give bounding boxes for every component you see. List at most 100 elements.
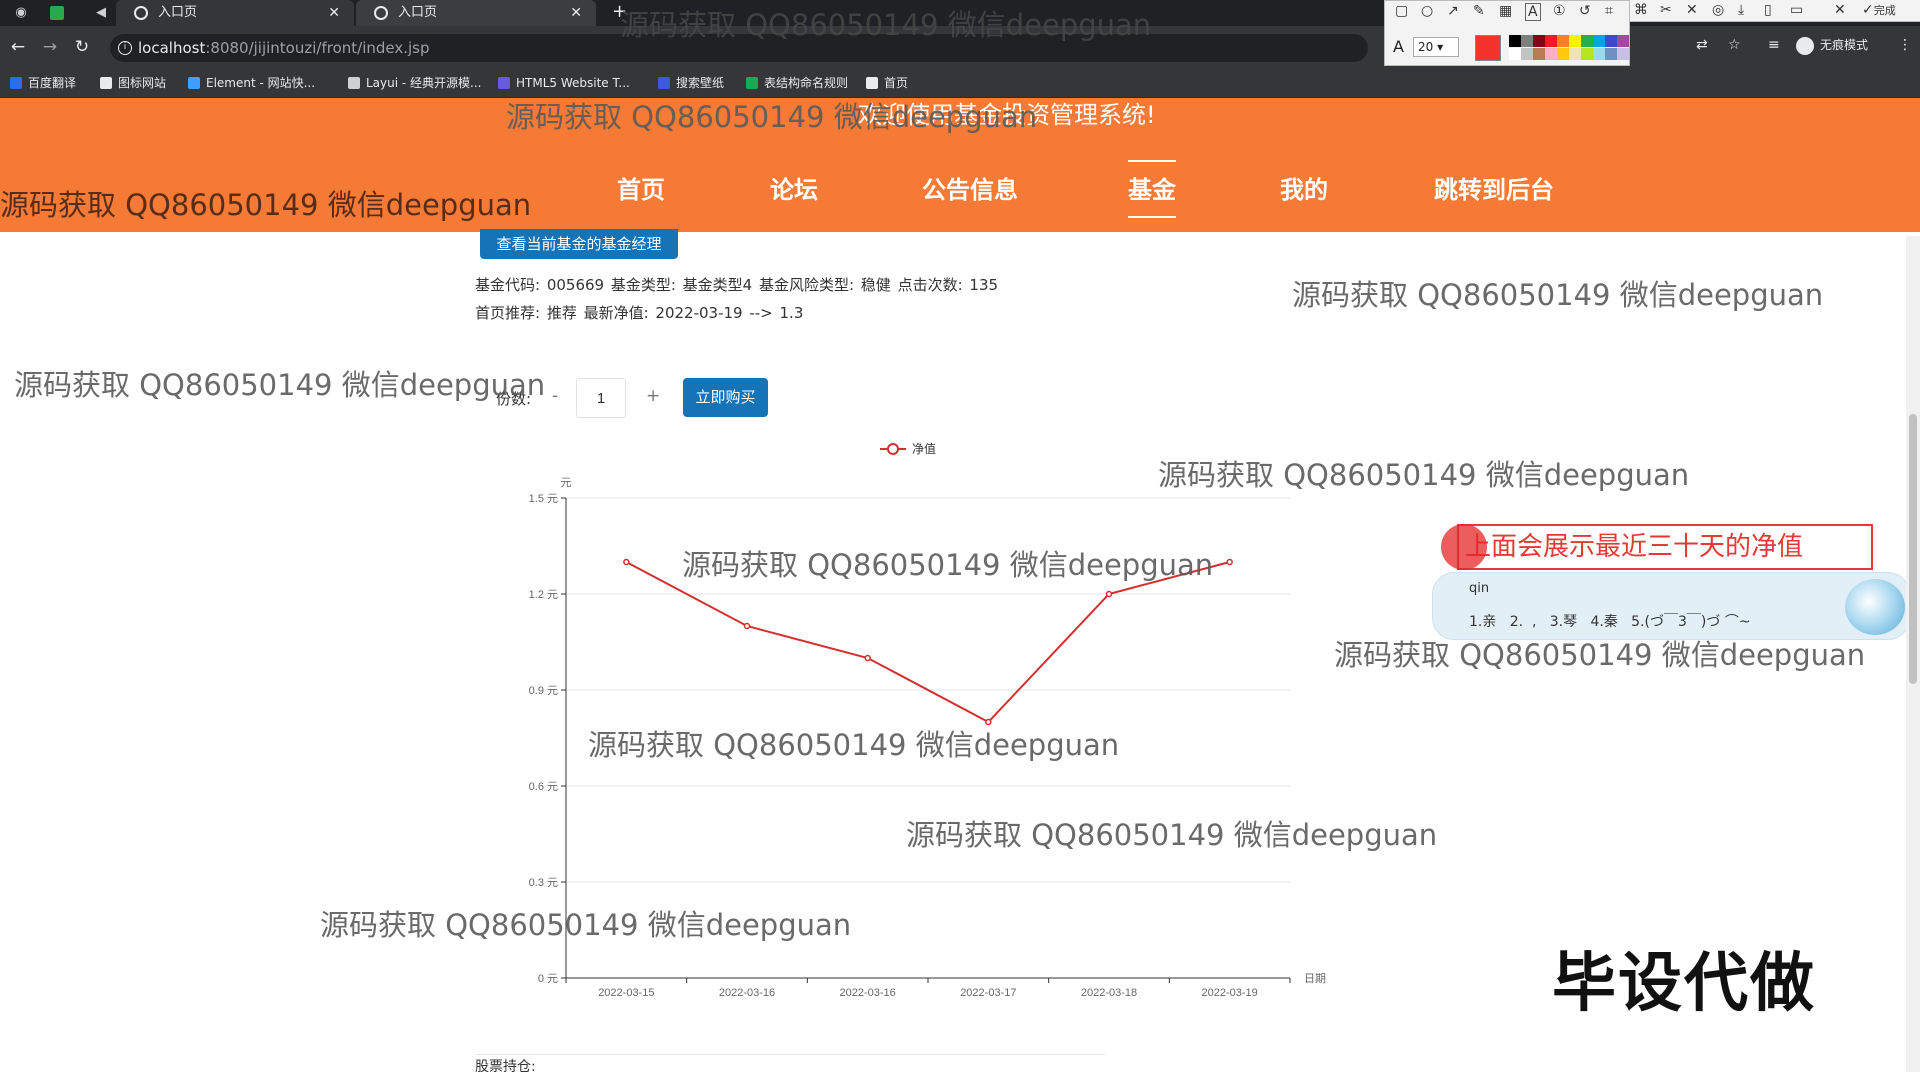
font-size-value: 20 xyxy=(1418,40,1434,54)
nav-fund[interactable]: 基金 xyxy=(1128,160,1176,218)
translate-icon[interactable]: ⇄ xyxy=(1696,37,1708,53)
bookmark-item[interactable]: Layui - 经典开源模... xyxy=(348,75,481,91)
color-swatch[interactable] xyxy=(1605,35,1617,47)
color-swatch[interactable] xyxy=(1617,35,1629,47)
browser-menu-dots-icon[interactable]: ⋮ xyxy=(1898,37,1912,53)
ellipse-tool-icon[interactable]: ○ xyxy=(1421,3,1434,19)
ime-skin-icon xyxy=(1845,579,1905,635)
color-swatch[interactable] xyxy=(1533,35,1545,47)
y-tick-label: 0 元 xyxy=(538,973,558,985)
tab-close-icon[interactable]: ✕ xyxy=(570,5,582,21)
tab-favicon-icon xyxy=(374,6,388,20)
ime-candidate-window: qin 1.亲 2. , 3.琴 4.秦 5.(づ￣3￣)づ ⌒~ xyxy=(1432,572,1910,640)
color-swatch[interactable] xyxy=(1521,48,1533,60)
bookmark-item[interactable]: 搜索壁纸 xyxy=(658,75,724,91)
save-icon[interactable]: ▯ xyxy=(1764,2,1772,18)
ocr-icon[interactable]: ✂ xyxy=(1660,2,1672,18)
color-swatch[interactable] xyxy=(1617,48,1629,60)
annotation-text-box[interactable]: 上面会展示最近三十天的净值 xyxy=(1457,524,1873,570)
done-button[interactable]: ✓完成 xyxy=(1862,2,1896,18)
scrollbar-thumb[interactable] xyxy=(1909,414,1917,684)
color-swatch[interactable] xyxy=(1581,35,1593,47)
undo-icon[interactable]: ↺ xyxy=(1579,3,1591,19)
mute-icon[interactable]: ◀ xyxy=(96,5,106,20)
color-swatch[interactable] xyxy=(1533,48,1545,60)
x-axis-title: 日期 xyxy=(1304,972,1326,985)
address-bar[interactable]: i localhost:8080/jijintouzi/front/index.… xyxy=(110,34,1368,62)
quantity-label: 份数: xyxy=(496,390,532,408)
crop-icon[interactable]: ⌗ xyxy=(1605,3,1613,19)
color-swatch[interactable] xyxy=(1509,48,1521,60)
incognito-profile[interactable]: 无痕模式 xyxy=(1796,36,1868,55)
tab-close-icon[interactable]: ✕ xyxy=(328,5,340,21)
data-point xyxy=(623,558,630,566)
bookmark-item[interactable]: 百度翻译 xyxy=(10,75,76,91)
quantity-increment-button[interactable]: + xyxy=(646,386,661,406)
browser-menu-icon[interactable]: ◉ xyxy=(15,5,27,20)
nav-announcements[interactable]: 公告信息 xyxy=(922,176,1018,204)
x-tick-label: 2022-03-16 xyxy=(719,987,775,999)
site-top-bar xyxy=(0,98,1920,134)
color-swatch[interactable] xyxy=(1557,48,1569,60)
site-info-icon[interactable]: i xyxy=(118,41,132,55)
font-size-select[interactable]: 20 ▾ xyxy=(1413,37,1459,57)
color-swatch[interactable] xyxy=(1509,35,1521,47)
pin-icon[interactable]: ✕ xyxy=(1686,2,1698,18)
mosaic-tool-icon[interactable]: ▦ xyxy=(1499,3,1513,19)
arrow-tool-icon[interactable]: ↗ xyxy=(1447,3,1459,19)
color-swatch[interactable] xyxy=(1569,48,1581,60)
color-swatch[interactable] xyxy=(1569,35,1581,47)
color-swatch[interactable] xyxy=(1521,35,1533,47)
forward-icon[interactable]: → xyxy=(42,37,58,57)
color-swatch[interactable] xyxy=(1605,48,1617,60)
rectangle-tool-icon[interactable]: ▢ xyxy=(1395,3,1409,19)
quantity-input[interactable] xyxy=(576,378,626,418)
color-swatch[interactable] xyxy=(1593,48,1605,60)
bookmark-star-icon[interactable]: ☆ xyxy=(1728,37,1741,53)
x-tick-label: 2022-03-19 xyxy=(1202,987,1258,999)
pen-tool-icon[interactable]: ✎ xyxy=(1473,3,1485,19)
color-swatch[interactable] xyxy=(1545,35,1557,47)
data-point xyxy=(1226,558,1233,566)
tab-1[interactable]: 入口页 ✕ xyxy=(116,0,354,26)
bookmark-item[interactable]: Element - 网站快... xyxy=(188,75,315,91)
new-tab-button[interactable]: + xyxy=(612,1,628,22)
bookmark-item[interactable]: HTML5 Website T... xyxy=(498,75,630,91)
bookmark-item[interactable]: 表结构命名规则 xyxy=(746,75,848,91)
download-icon[interactable]: ⤓ xyxy=(1738,2,1745,18)
bookmark-item[interactable]: 首页 xyxy=(866,75,908,91)
view-fund-manager-button[interactable]: 查看当前基金的基金经理 xyxy=(480,229,678,259)
reading-list-icon[interactable]: ≡ xyxy=(1768,37,1780,53)
record-icon[interactable]: ◎ xyxy=(1712,2,1725,18)
cancel-icon[interactable]: ✕ xyxy=(1834,2,1846,18)
text-tool-icon[interactable]: A xyxy=(1525,3,1541,21)
bookmark-tool-icon[interactable]: ▭ xyxy=(1790,2,1804,18)
color-swatch[interactable] xyxy=(1557,35,1569,47)
color-swatch[interactable] xyxy=(1581,48,1593,60)
site-nav: 首页 论坛 公告信息 基金 我的 跳转到后台 xyxy=(0,134,1920,232)
nav-mine[interactable]: 我的 xyxy=(1280,176,1328,204)
page-scrollbar[interactable] xyxy=(1906,236,1920,1072)
buy-now-button[interactable]: 立即购买 xyxy=(683,378,768,417)
color-swatch[interactable] xyxy=(1545,48,1557,60)
y-tick-label: 0.6 元 xyxy=(529,781,558,793)
quantity-decrement-button[interactable]: - xyxy=(552,386,559,406)
color-swatch[interactable] xyxy=(1593,35,1605,47)
nav-home[interactable]: 首页 xyxy=(617,176,665,204)
y-tick-label: 0.9 元 xyxy=(529,685,558,697)
x-tick-label: 2022-03-18 xyxy=(1081,987,1137,999)
nav-admin[interactable]: 跳转到后台 xyxy=(1434,176,1554,204)
bookmarks-bar: 百度翻译 图标网站 Element - 网站快... Layui - 经典开源模… xyxy=(0,68,1920,98)
number-tool-icon[interactable]: ① xyxy=(1553,3,1566,19)
reload-icon[interactable]: ↻ xyxy=(74,37,90,57)
y-tick-label: 0.3 元 xyxy=(529,877,558,889)
ime-candidates[interactable]: 1.亲 2. , 3.琴 4.秦 5.(づ￣3￣)づ ⌒~ xyxy=(1469,614,1751,630)
back-icon[interactable]: ← xyxy=(10,37,26,57)
tab-2[interactable]: 入口页 ✕ xyxy=(356,0,596,26)
nav-forum[interactable]: 论坛 xyxy=(770,176,818,204)
current-color-swatch[interactable] xyxy=(1475,35,1501,61)
bookmark-item[interactable]: 图标网站 xyxy=(100,75,166,91)
translate-tool-icon[interactable]: ⌘ xyxy=(1634,2,1648,18)
app-icon[interactable] xyxy=(50,6,64,20)
